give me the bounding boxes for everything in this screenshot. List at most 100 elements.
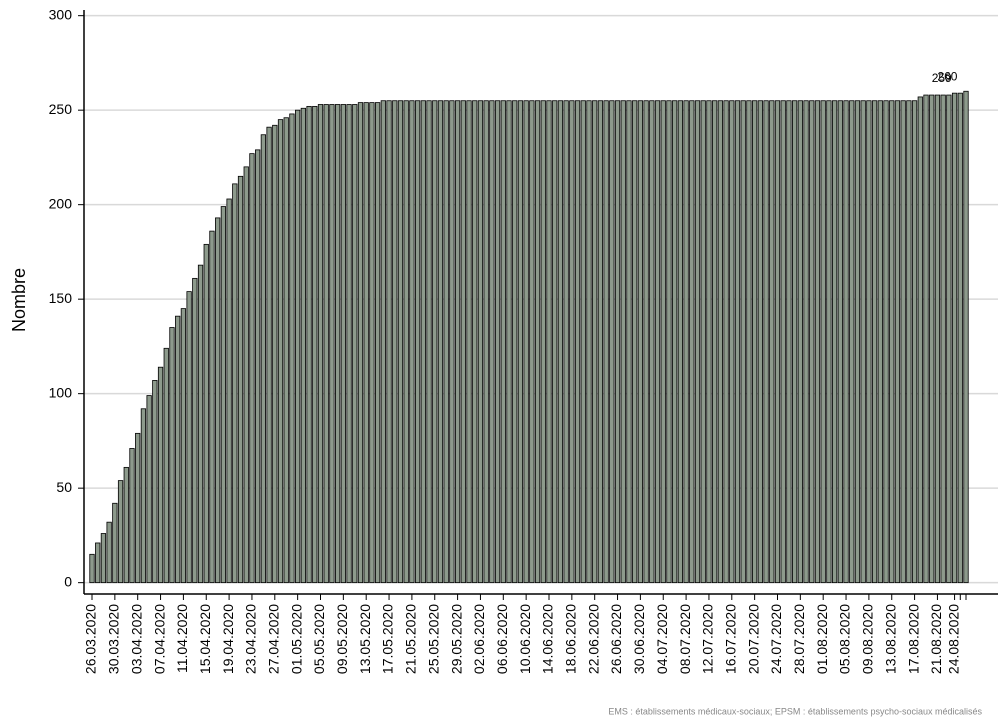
bar <box>814 100 821 584</box>
bar <box>809 100 815 584</box>
x-tick-label: 23.04.2020 <box>243 604 259 674</box>
bar <box>740 100 746 584</box>
bar <box>883 100 889 584</box>
bar <box>346 104 352 584</box>
bar <box>614 100 621 584</box>
bar <box>220 206 227 584</box>
bar <box>849 100 855 584</box>
bar <box>911 100 918 584</box>
x-tick-label: 26.06.2020 <box>608 604 624 674</box>
x-tick-label: 01.05.2020 <box>288 604 304 674</box>
bar <box>712 100 718 584</box>
bar <box>352 104 358 584</box>
bar <box>180 308 187 584</box>
bar <box>146 395 152 584</box>
bar <box>929 94 935 584</box>
bar <box>797 100 803 584</box>
bar <box>637 100 644 584</box>
bar <box>552 100 558 584</box>
x-tick-label: 09.08.2020 <box>860 604 876 674</box>
bar <box>820 100 826 584</box>
bar <box>392 100 398 584</box>
bar <box>386 100 392 584</box>
bar <box>117 480 124 584</box>
bar <box>106 521 112 584</box>
bar <box>603 100 609 584</box>
bar <box>289 113 295 584</box>
y-tick-label: 100 <box>49 384 73 400</box>
bar <box>203 243 209 584</box>
x-tick-label: 09.05.2020 <box>334 604 350 674</box>
bar <box>877 100 883 584</box>
bar <box>357 102 364 584</box>
bar <box>871 100 878 584</box>
x-tick-label: 17.05.2020 <box>380 604 396 674</box>
bar <box>454 100 461 584</box>
bar <box>906 100 912 584</box>
bar <box>380 100 386 584</box>
bar <box>632 100 638 584</box>
bar <box>934 94 941 584</box>
x-tick-label: 18.06.2020 <box>563 604 579 674</box>
bar <box>626 100 632 584</box>
bar <box>323 104 329 584</box>
bar <box>243 166 249 584</box>
y-tick-label: 300 <box>49 6 73 22</box>
bar <box>477 100 484 584</box>
bar <box>437 100 444 584</box>
bar <box>277 119 284 584</box>
bar <box>460 100 466 584</box>
x-tick-label: 14.06.2020 <box>540 604 556 674</box>
bar <box>940 94 946 584</box>
x-tick-label: 21.05.2020 <box>403 604 419 674</box>
bar <box>660 100 666 584</box>
bar <box>769 100 775 584</box>
bar <box>335 104 341 584</box>
x-tick-label: 05.05.2020 <box>311 604 327 674</box>
bar <box>432 100 438 584</box>
bar <box>734 100 741 584</box>
bar <box>677 100 684 584</box>
bar <box>414 100 421 584</box>
bar <box>152 380 158 584</box>
y-tick-label: 250 <box>49 101 73 117</box>
bar <box>946 94 952 584</box>
bar <box>466 100 472 584</box>
bar <box>951 92 958 584</box>
bar <box>409 100 415 584</box>
x-tick-label: 29.05.2020 <box>448 604 464 674</box>
bar <box>831 100 838 584</box>
x-tick-label: 12.07.2020 <box>700 604 716 674</box>
bar <box>597 100 604 584</box>
bar <box>592 100 598 584</box>
bar <box>546 100 552 584</box>
bar <box>443 100 449 584</box>
bar <box>569 100 575 584</box>
bar <box>963 90 969 584</box>
x-tick-label: 13.05.2020 <box>357 604 373 674</box>
x-tick-label: 25.05.2020 <box>425 604 441 674</box>
x-tick-label: 19.04.2020 <box>220 604 236 674</box>
bar <box>774 100 781 584</box>
bar <box>489 100 495 584</box>
bar <box>791 100 798 584</box>
bar <box>129 448 135 584</box>
bar <box>500 100 506 584</box>
x-tick-label: 10.06.2020 <box>517 604 533 674</box>
x-tick-label: 06.06.2020 <box>494 604 510 674</box>
bar <box>517 100 524 584</box>
bar <box>186 291 192 584</box>
bar <box>300 107 306 584</box>
x-tick-label: 24.08.2020 <box>945 604 961 674</box>
bar <box>574 100 581 584</box>
data-label: 259 <box>932 71 952 85</box>
x-tick-label: 30.06.2020 <box>631 604 647 674</box>
bar <box>860 100 866 584</box>
bar <box>557 100 564 584</box>
bar <box>506 100 512 584</box>
y-tick-label: 0 <box>64 573 72 589</box>
bar <box>620 100 626 584</box>
bar <box>157 366 164 584</box>
bar <box>169 327 175 584</box>
